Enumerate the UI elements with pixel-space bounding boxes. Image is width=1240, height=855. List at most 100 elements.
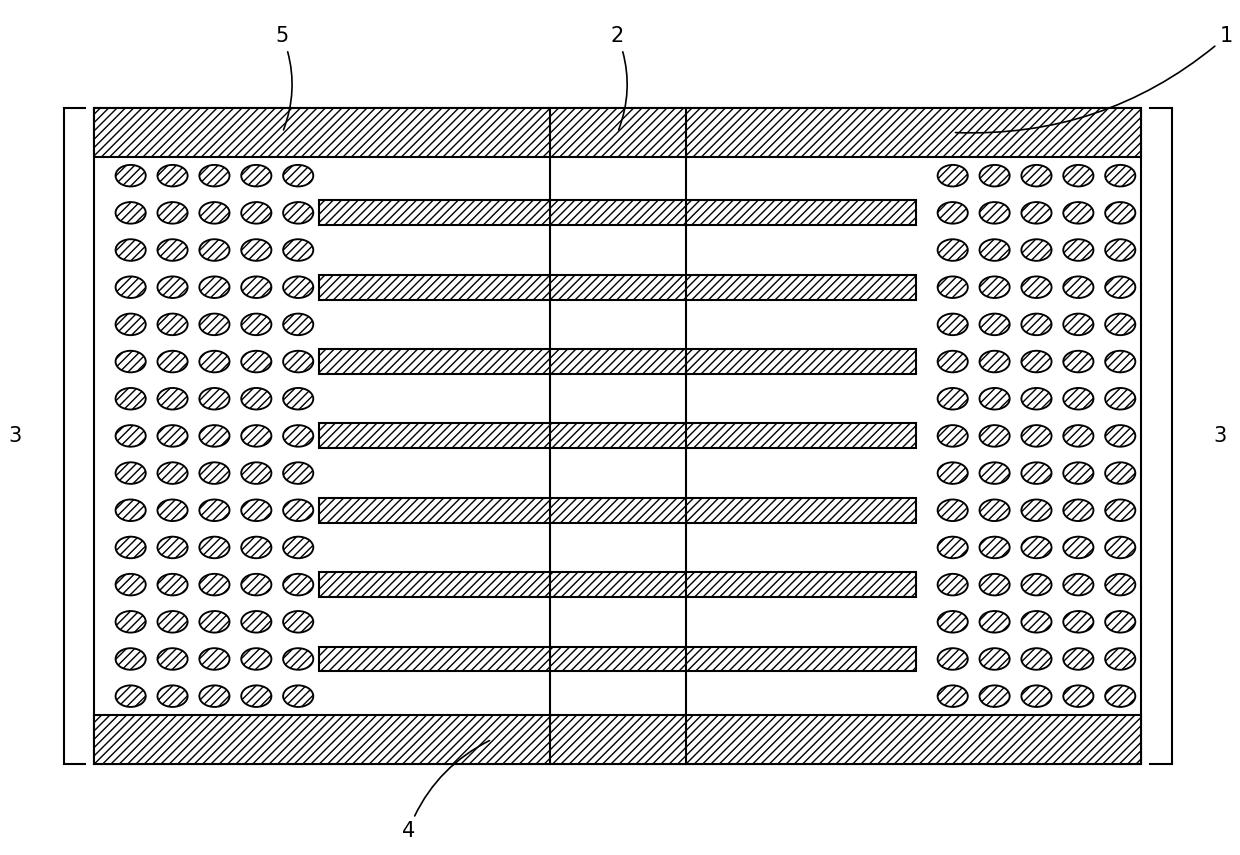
Ellipse shape [242,202,272,224]
Ellipse shape [157,463,187,484]
Ellipse shape [283,314,314,335]
Ellipse shape [1105,648,1136,669]
Ellipse shape [200,425,229,446]
Ellipse shape [980,574,1009,595]
Ellipse shape [1022,314,1052,335]
Ellipse shape [242,239,272,261]
Ellipse shape [980,537,1009,558]
Ellipse shape [1063,463,1094,484]
Ellipse shape [242,537,272,558]
Ellipse shape [157,425,187,446]
Ellipse shape [1063,648,1094,669]
Ellipse shape [115,463,146,484]
Ellipse shape [115,574,146,595]
Ellipse shape [157,537,187,558]
Ellipse shape [980,463,1009,484]
Ellipse shape [242,611,272,633]
Bar [319,646,916,671]
Bar [319,349,916,374]
Ellipse shape [1022,425,1052,446]
Ellipse shape [980,499,1009,521]
Ellipse shape [157,239,187,261]
Ellipse shape [937,463,967,484]
Ellipse shape [1063,425,1094,446]
Ellipse shape [1105,686,1136,707]
Ellipse shape [242,351,272,372]
Ellipse shape [115,276,146,298]
Ellipse shape [242,388,272,410]
Ellipse shape [157,574,187,595]
Ellipse shape [242,314,272,335]
Ellipse shape [157,686,187,707]
Ellipse shape [1022,165,1052,186]
Ellipse shape [200,314,229,335]
Ellipse shape [937,351,967,372]
Ellipse shape [242,276,272,298]
Ellipse shape [283,499,314,521]
Ellipse shape [937,314,967,335]
Ellipse shape [937,648,967,669]
Ellipse shape [1022,574,1052,595]
Ellipse shape [980,611,1009,633]
Ellipse shape [157,276,187,298]
Ellipse shape [937,165,967,186]
Ellipse shape [283,574,314,595]
Ellipse shape [242,648,272,669]
Ellipse shape [200,537,229,558]
Ellipse shape [200,388,229,410]
Ellipse shape [200,574,229,595]
Ellipse shape [283,202,314,224]
Ellipse shape [200,648,229,669]
Ellipse shape [1022,202,1052,224]
Ellipse shape [1063,314,1094,335]
Ellipse shape [200,165,229,186]
Ellipse shape [157,314,187,335]
Ellipse shape [242,499,272,521]
Ellipse shape [1022,388,1052,410]
Ellipse shape [1063,276,1094,298]
Ellipse shape [937,239,967,261]
Ellipse shape [283,648,314,669]
Bar [319,572,916,597]
Ellipse shape [1105,202,1136,224]
Text: 4: 4 [402,740,490,841]
Ellipse shape [157,351,187,372]
Ellipse shape [937,388,967,410]
Ellipse shape [937,425,967,446]
Ellipse shape [283,425,314,446]
Ellipse shape [283,463,314,484]
Ellipse shape [115,388,146,410]
Ellipse shape [1063,611,1094,633]
Ellipse shape [242,165,272,186]
Ellipse shape [1105,425,1136,446]
Ellipse shape [157,165,187,186]
Ellipse shape [1022,239,1052,261]
Ellipse shape [157,202,187,224]
Bar [94,108,1141,764]
Ellipse shape [115,611,146,633]
Ellipse shape [115,499,146,521]
Ellipse shape [1105,276,1136,298]
Ellipse shape [1105,239,1136,261]
Ellipse shape [283,537,314,558]
Ellipse shape [1022,686,1052,707]
Text: 1: 1 [956,27,1233,133]
Ellipse shape [1063,574,1094,595]
Bar [94,715,1141,764]
Ellipse shape [937,276,967,298]
Ellipse shape [937,202,967,224]
Ellipse shape [980,425,1009,446]
Ellipse shape [115,239,146,261]
Ellipse shape [1063,388,1094,410]
Ellipse shape [200,239,229,261]
Ellipse shape [1063,165,1094,186]
Ellipse shape [1022,537,1052,558]
Ellipse shape [1063,537,1094,558]
Bar [319,423,916,448]
Ellipse shape [200,499,229,521]
Text: 5: 5 [275,27,293,130]
Bar [94,108,1141,157]
Text: 3: 3 [1214,426,1226,446]
Ellipse shape [1105,537,1136,558]
Ellipse shape [1105,165,1136,186]
